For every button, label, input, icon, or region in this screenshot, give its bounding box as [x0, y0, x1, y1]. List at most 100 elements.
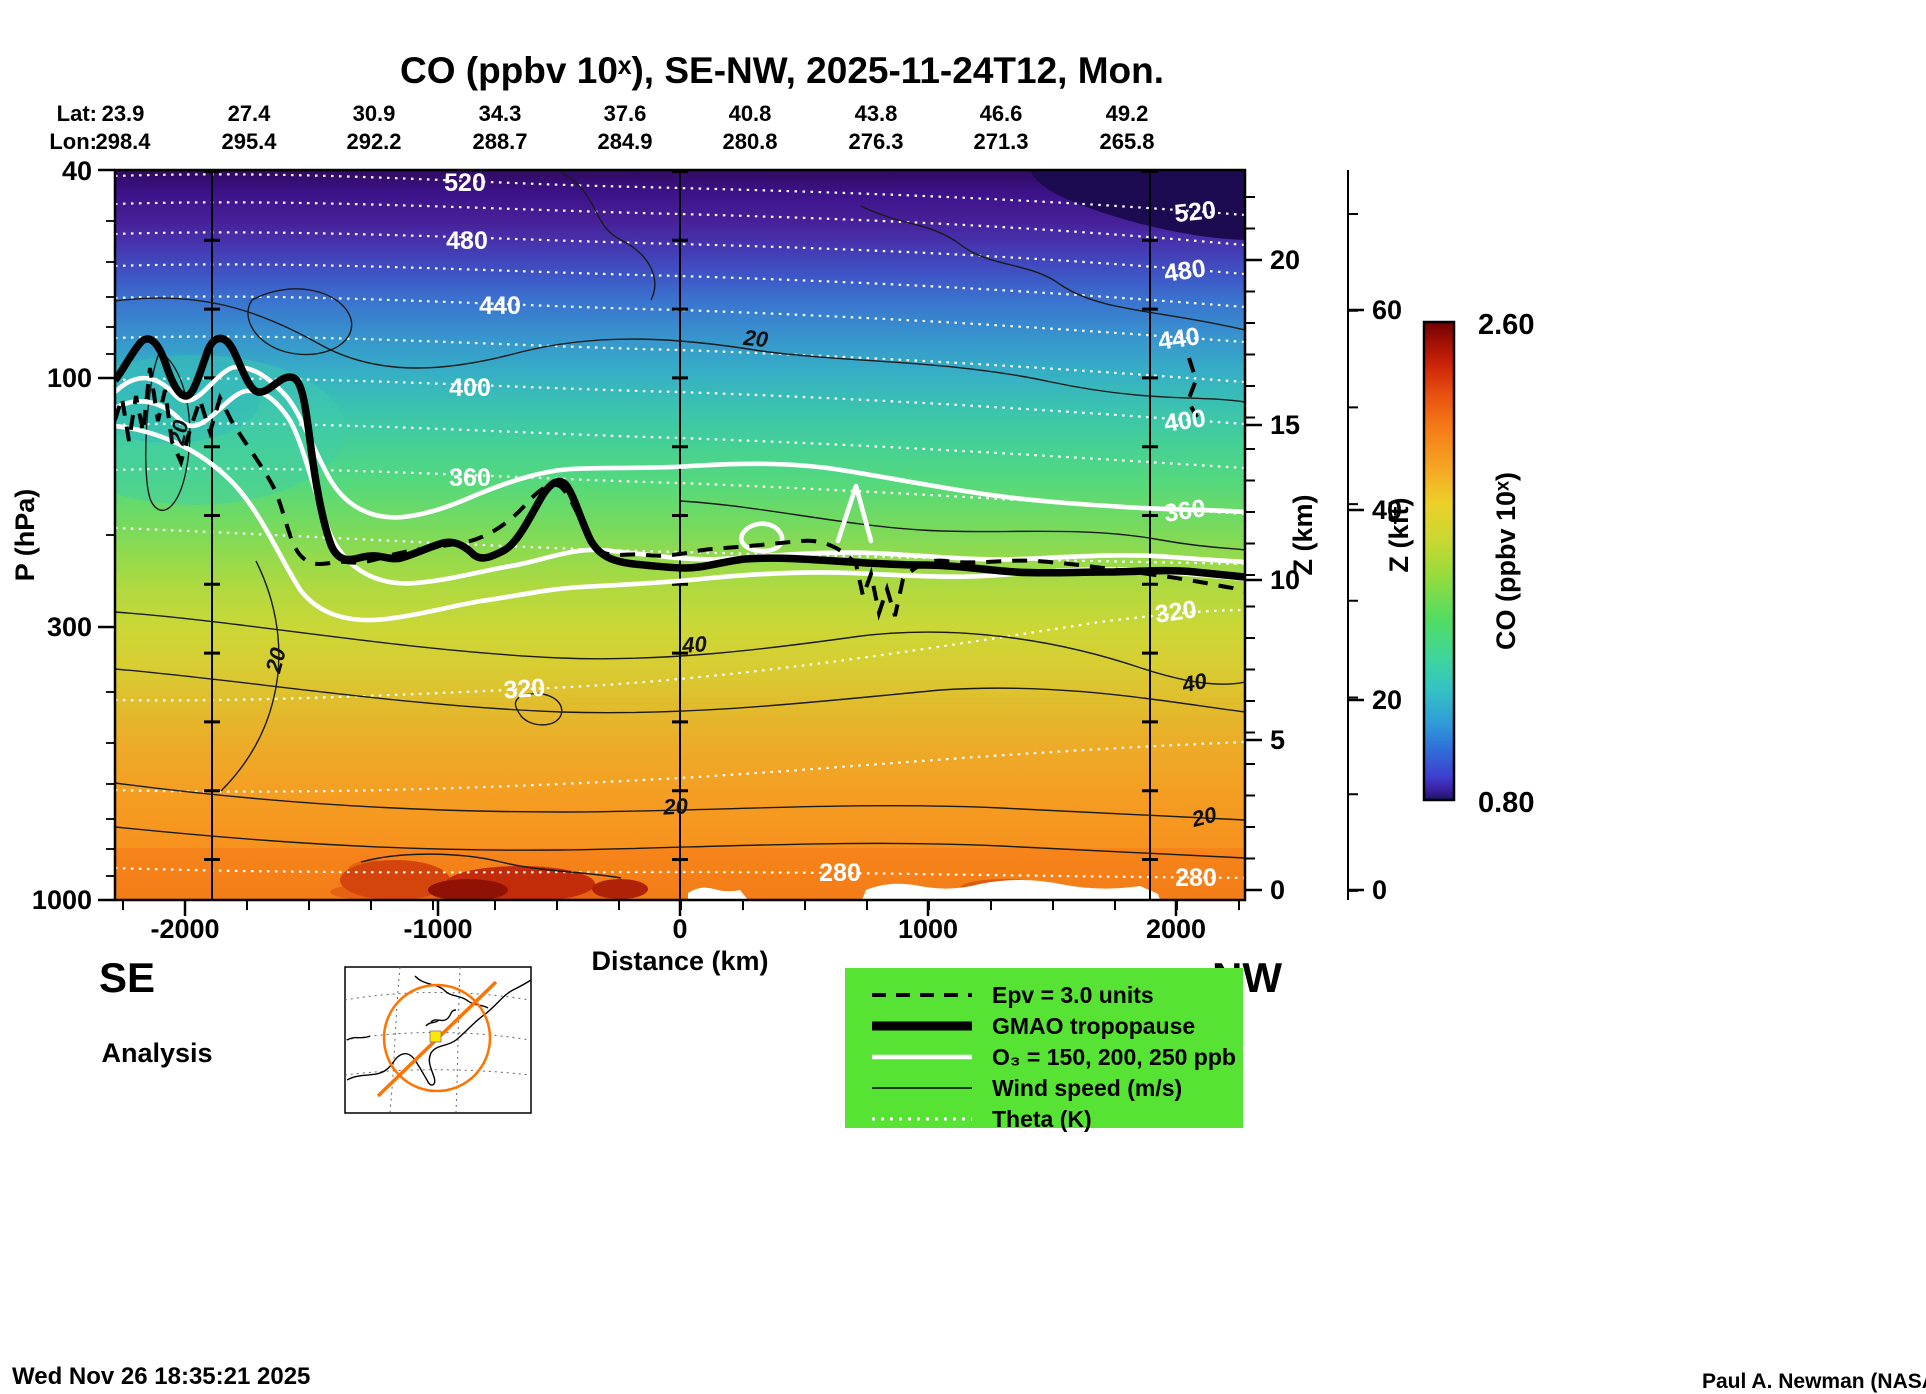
wind-contour [680, 500, 1245, 551]
top-axis: Lat: Lon: 23.9 27.4 30.9 34.3 37.6 40.8 … [49, 101, 1154, 154]
z-km-tick-label: 10 [1270, 565, 1300, 595]
tropopause-line [115, 334, 1245, 581]
z-km-axis: 20 15 10 5 0 Z (km) [1245, 196, 1318, 905]
theta-contour-320 [115, 608, 1245, 702]
pressure-axis-title: P (hPa) [10, 489, 40, 582]
legend-item-label: Epv = 3.0 units [992, 982, 1154, 1008]
wind-speed-contours [115, 171, 1245, 879]
theta-contour-440 [115, 295, 1245, 344]
axis-minor-ticks [106, 220, 115, 877]
legend: Epv = 3.0 units GMAO tropopause O₃ = 150… [845, 968, 1243, 1132]
wind-contour [514, 692, 563, 726]
z-km-tick-label: 20 [1270, 245, 1300, 275]
z-kft-tick-label: 0 [1372, 875, 1387, 905]
lon-tick: 292.2 [346, 129, 401, 154]
lat-tick: 37.6 [604, 101, 647, 126]
distance-tick-label: 2000 [1146, 914, 1206, 944]
z-km-tick-label: 15 [1270, 410, 1300, 440]
ozone-contour-150 [115, 364, 1245, 520]
lon-tick: 284.9 [597, 129, 652, 154]
terrain-gap [688, 887, 748, 900]
epv-contour-fragment [1185, 357, 1199, 418]
theta-contour-520 [115, 173, 1245, 217]
wind-contour [860, 205, 1245, 331]
lon-tick: 276.3 [848, 129, 903, 154]
legend-item-label: Wind speed (m/s) [992, 1075, 1182, 1101]
wind-contour [360, 853, 622, 879]
lat-tick: 40.8 [729, 101, 772, 126]
theta-label: 320 [1153, 595, 1198, 629]
pressure-tick-label: 1000 [32, 885, 92, 915]
distance-tick-label: 0 [672, 914, 687, 944]
colorbar-gradient [1422, 320, 1456, 802]
theta-label: 280 [1175, 864, 1217, 892]
wind-contour [247, 288, 353, 356]
lon-axis-label: Lon: [49, 129, 97, 154]
analysis-label: Analysis [101, 1038, 212, 1068]
ozone-contour-spike [835, 483, 874, 544]
wind-label: 40 [680, 631, 708, 658]
map-inset-content [345, 967, 531, 1113]
lat-tick: 43.8 [855, 101, 898, 126]
lat-tick: 34.3 [479, 101, 522, 126]
page-title: CO (ppbv 10ˣ), SE-NW, 2025-11-24T12, Mon… [400, 50, 1164, 91]
wind-label: 40 [1179, 668, 1210, 698]
legend-background [845, 968, 1243, 1128]
co-max-blob [340, 860, 450, 900]
map-center-marker [429, 1030, 442, 1043]
theta-label: 400 [1162, 404, 1207, 438]
legend-item-label: O₃ = 150, 200, 250 ppb [992, 1044, 1236, 1070]
co-minimum-blob [1030, 170, 1245, 240]
theta-label: 360 [449, 464, 491, 492]
contour-labels: 520 520 480 480 440 440 400 400 360 360 … [164, 169, 1220, 892]
pressure-tick-label: 300 [47, 612, 92, 642]
distance-tick-label: -1000 [403, 914, 472, 944]
vertical-reference-lines [204, 170, 1158, 900]
plot-area: 520 520 480 480 440 440 400 400 360 360 … [115, 169, 1245, 900]
theta-label: 400 [449, 374, 491, 402]
lat-tick: 49.2 [1106, 101, 1149, 126]
colorbar: 2.60 0.80 CO (ppbv 10ˣ) [1422, 309, 1534, 819]
z-kft-axis-title: Z (kft) [1384, 498, 1414, 573]
theta-label: 480 [1162, 254, 1207, 288]
distance-axis-title: Distance (km) [591, 946, 768, 976]
wind-contour-40 [115, 611, 1245, 685]
lon-tick: 288.7 [472, 129, 527, 154]
terrain-gap [862, 880, 1160, 900]
theta-contour-400 [115, 377, 1245, 426]
theta-label: 520 [1173, 196, 1217, 228]
pressure-axis: 40 100 300 1000 P (hPa) [10, 156, 115, 915]
wind-label: 20 [662, 793, 690, 819]
wind-label: 20 [164, 417, 194, 448]
theta-contour-280 [115, 866, 1245, 880]
z-kft-tick-label: 40 [1372, 495, 1402, 525]
theta-label: 440 [479, 292, 521, 320]
theta-label: 480 [446, 227, 488, 255]
lon-tick: 298.4 [95, 129, 151, 154]
lat-tick: 27.4 [228, 101, 272, 126]
co-max-blob [592, 879, 648, 899]
z-km-tick-label: 5 [1270, 725, 1285, 755]
z-kft-tick-label: 20 [1372, 685, 1402, 715]
wind-contour-20 [115, 782, 1245, 821]
map-transect-circle [382, 983, 492, 1093]
credit-text: Paul A. Newman (NASA [1702, 1370, 1926, 1393]
colorbar-title: CO (ppbv 10ˣ) [1491, 472, 1521, 650]
z-kft-tick-label: 60 [1372, 295, 1402, 325]
theta-contour-480 [115, 231, 1245, 276]
lon-tick: 280.8 [722, 129, 777, 154]
lon-tick: 271.3 [973, 129, 1028, 154]
distance-tick-label: 1000 [898, 914, 958, 944]
lon-tick: 295.4 [221, 129, 277, 154]
wind-contour-40 [115, 668, 1245, 714]
z-km-axis-title: Z (km) [1288, 495, 1318, 576]
co-max-core [428, 879, 508, 900]
pressure-tick-label: 40 [62, 156, 92, 186]
distance-tick-label: -2000 [150, 914, 219, 944]
lat-tick: 23.9 [102, 101, 145, 126]
wind-contour [560, 171, 656, 301]
wind-contour-20 [220, 560, 280, 792]
theta-label: 520 [444, 169, 486, 197]
